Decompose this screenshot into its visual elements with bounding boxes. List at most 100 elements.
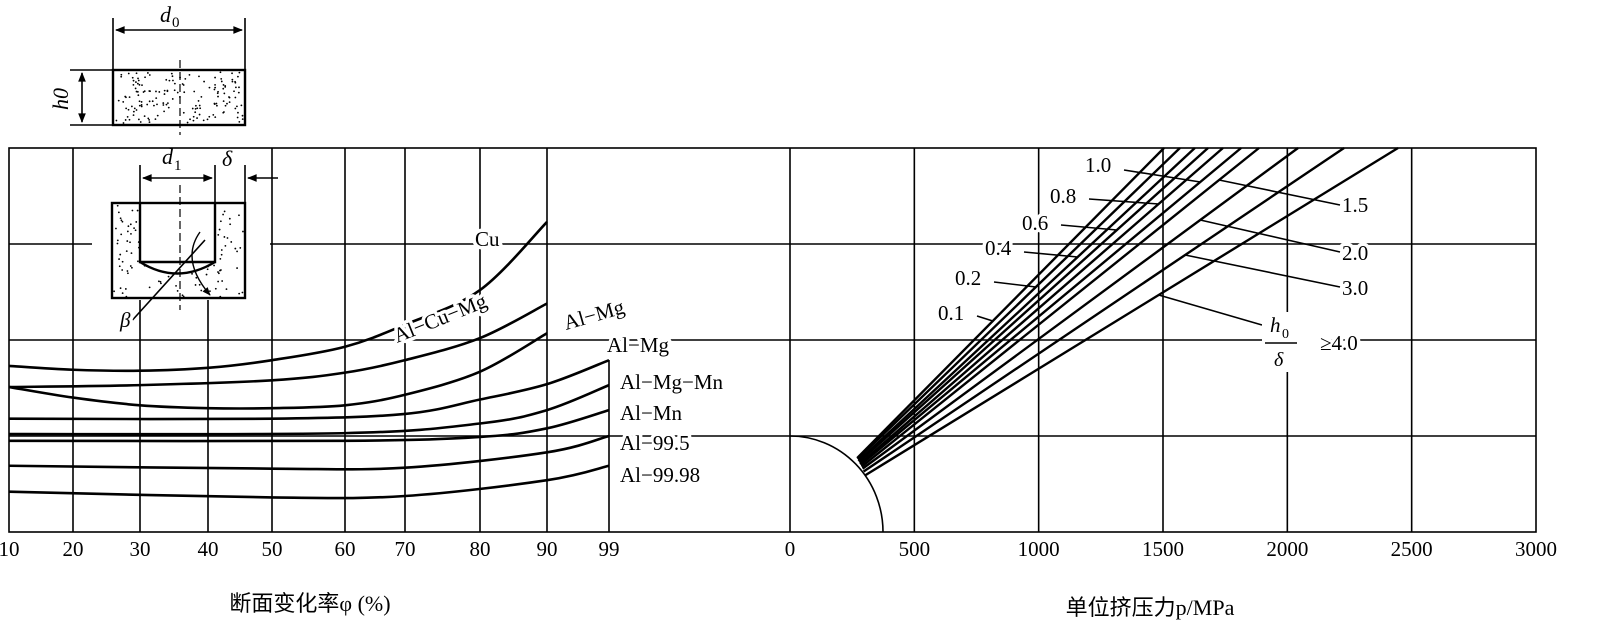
stipple-dot — [231, 72, 233, 75]
stipple-dot — [127, 225, 130, 228]
leader-line — [993, 281, 1036, 288]
stipple-dot — [136, 209, 139, 212]
leader-line — [1023, 251, 1078, 258]
stipple-dot — [233, 90, 235, 93]
x-tick-label-phi: 30 — [130, 537, 151, 561]
stipple-dot — [195, 276, 198, 279]
stipple-dot — [220, 249, 223, 251]
stipple-dot — [196, 117, 198, 119]
stipple-dot — [234, 247, 237, 250]
stipple-dot — [135, 72, 138, 75]
stipple-dot — [124, 119, 127, 121]
cup-cavity-fill — [140, 203, 215, 273]
stipple-dot — [217, 280, 220, 283]
x-tick-label-phi: 80 — [470, 537, 491, 561]
x-tick-label-pressure: 1500 — [1142, 537, 1184, 561]
x-tick-label-pressure: 1000 — [1018, 537, 1060, 561]
stipple-dot — [196, 107, 199, 110]
ratio-label: 0.6 — [1022, 211, 1048, 235]
cup-bottom-arc — [139, 260, 216, 275]
stipple-dot — [133, 227, 135, 230]
stipple-dot — [200, 96, 203, 98]
stipple-dot — [119, 287, 122, 290]
stipple-dot — [182, 111, 185, 114]
stipple-dot — [166, 89, 169, 92]
ratio-line-0.8 — [859, 147, 1224, 465]
stipple-dot — [220, 77, 223, 80]
stipple-dot — [240, 104, 243, 107]
stipple-dot — [141, 84, 143, 87]
ratio-line-0.2 — [856, 147, 1181, 460]
stipple-dot — [173, 89, 176, 92]
ratio-label: 0.8 — [1050, 184, 1076, 208]
leader-line — [1088, 198, 1159, 205]
stipple-dot — [222, 84, 225, 86]
x-axis-title-pressure: 单位挤压力p/MPa — [1066, 595, 1235, 620]
curve-al-cu-mg — [8, 302, 548, 389]
x-tick-label-phi: 50 — [262, 537, 283, 561]
ratio-label: 0.1 — [938, 301, 964, 325]
ratio-label: 3.0 — [1342, 276, 1368, 300]
stipple-dot — [209, 290, 211, 293]
stipple-dot — [198, 75, 200, 78]
leader-line — [1200, 219, 1341, 253]
stipple-dot — [192, 119, 195, 122]
stipple-dot — [126, 116, 129, 118]
stipple-dot — [217, 90, 219, 93]
stipple-dot — [234, 81, 237, 84]
stipple-dot — [121, 260, 124, 263]
grid: 10 20 30 40 50 60 70 80 90 99 0 500 1000 1500 2000 2500… — [0, 147, 1557, 620]
stipple-dot — [117, 99, 120, 102]
stipple-dot — [176, 91, 179, 94]
stipple-dot — [124, 95, 127, 98]
stipple-dot — [135, 221, 138, 223]
stipple-dot — [163, 93, 166, 95]
stipple-dot — [140, 105, 143, 108]
curve-label: Al−Mg — [561, 295, 628, 335]
curve-al-99-98 — [8, 464, 610, 500]
stipple-dot — [226, 102, 228, 105]
stipple-dot — [214, 76, 216, 79]
stipple-dot — [130, 252, 133, 254]
ratio-line-0.6 — [858, 147, 1209, 463]
stipple-dot — [186, 121, 189, 124]
beta-arc — [191, 231, 211, 296]
stipple-dot — [191, 107, 194, 110]
stipple-dot — [121, 292, 124, 295]
ratio-line-1.0 — [859, 147, 1242, 466]
stipple-dot — [173, 82, 176, 85]
fraction-bg — [1262, 312, 1318, 372]
stipple-dot — [238, 292, 241, 295]
stipple-dot — [234, 107, 237, 110]
stipple-dot — [236, 267, 238, 269]
label-h0: h0 — [48, 88, 73, 110]
stipple-dot — [151, 100, 154, 103]
ratio-label: 2.0 — [1342, 241, 1368, 265]
stipple-dot — [149, 90, 151, 93]
stipple-dot — [194, 284, 197, 286]
stipple-dot — [194, 111, 197, 114]
stipple-dot — [126, 230, 129, 233]
ratio-line-1.5 — [860, 147, 1260, 468]
curve-al-99-5 — [8, 434, 610, 471]
billet-outline — [111, 68, 247, 127]
stipple-dot — [219, 258, 222, 260]
stipple-dot — [234, 96, 237, 99]
stipple-dot — [212, 113, 215, 116]
stipple-dot — [175, 284, 177, 287]
cup-outline — [110, 201, 247, 300]
stipple-dot — [200, 289, 203, 292]
stipple-dot — [166, 102, 169, 105]
stipple-dot — [159, 280, 162, 283]
stipple-dot — [236, 105, 238, 108]
x-tick-label-pressure: 500 — [899, 537, 931, 561]
stipple-dot — [148, 118, 151, 121]
stipple-dot — [194, 107, 197, 110]
stipple-dot — [116, 239, 119, 242]
label-d1-sub: 1 — [174, 158, 182, 174]
ratio-line-0.1 — [856, 147, 1165, 459]
stipple-dot — [238, 214, 240, 217]
leader-line — [1158, 294, 1263, 326]
stipple-dot — [115, 227, 117, 230]
stipple-dot — [223, 111, 225, 113]
